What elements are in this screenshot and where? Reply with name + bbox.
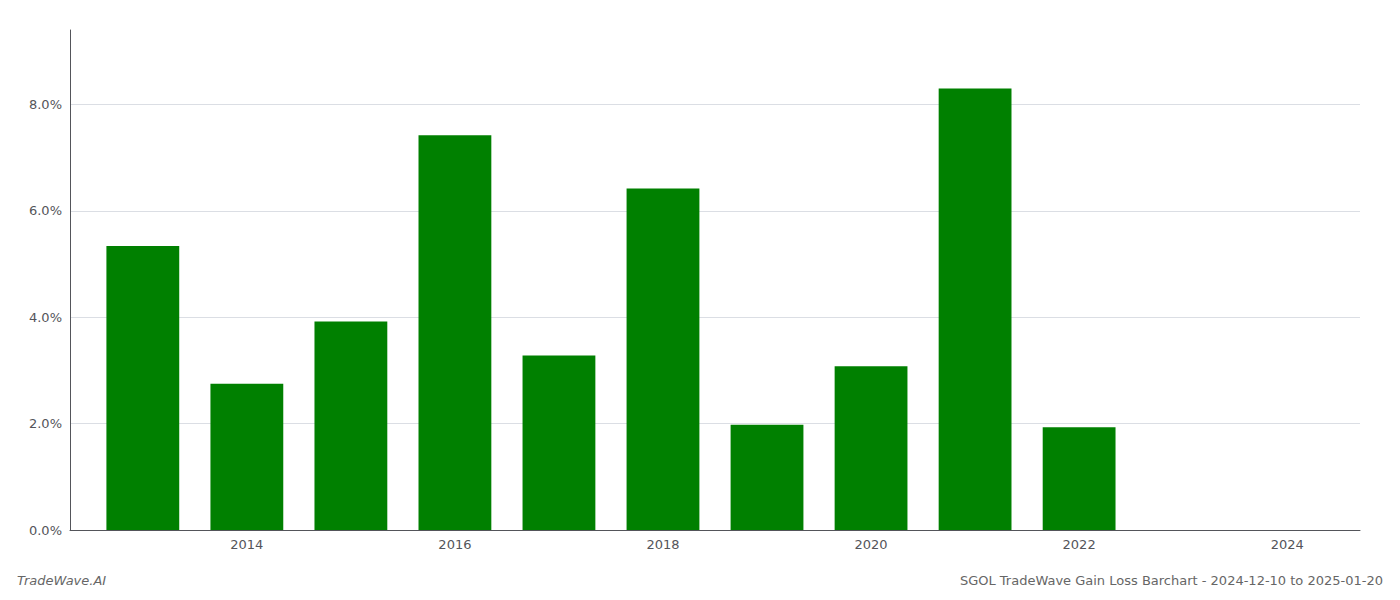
svg-text:0.0%: 0.0% (29, 523, 62, 538)
svg-text:2016: 2016 (438, 537, 471, 552)
svg-text:2022: 2022 (1063, 537, 1096, 552)
svg-text:SGOL TradeWave Gain Loss Barch: SGOL TradeWave Gain Loss Barchart - 2024… (960, 573, 1383, 588)
svg-text:2020: 2020 (855, 537, 888, 552)
svg-text:4.0%: 4.0% (29, 310, 62, 325)
svg-text:2018: 2018 (646, 537, 679, 552)
svg-text:2024: 2024 (1271, 537, 1304, 552)
svg-text:2.0%: 2.0% (29, 416, 62, 431)
svg-text:TradeWave.AI: TradeWave.AI (17, 573, 106, 588)
svg-text:8.0%: 8.0% (29, 97, 62, 112)
svg-text:2014: 2014 (230, 537, 263, 552)
svg-text:6.0%: 6.0% (29, 203, 62, 218)
